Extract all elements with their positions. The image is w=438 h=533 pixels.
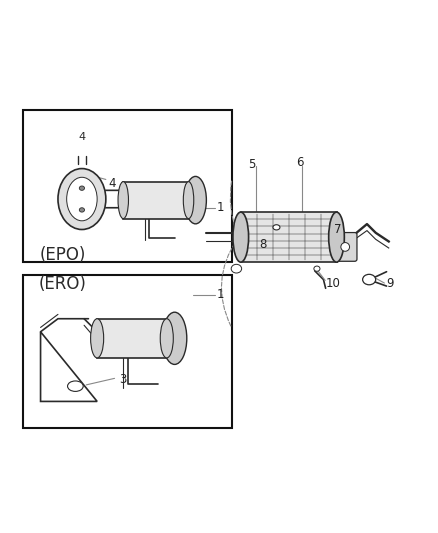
Ellipse shape: [67, 177, 97, 221]
Text: 6: 6: [296, 156, 303, 168]
Ellipse shape: [79, 208, 85, 212]
Ellipse shape: [273, 225, 280, 230]
Text: 1: 1: [217, 288, 224, 301]
Ellipse shape: [79, 186, 85, 190]
Ellipse shape: [328, 212, 344, 262]
Text: (ERO): (ERO): [39, 275, 86, 293]
Ellipse shape: [233, 212, 249, 262]
Ellipse shape: [91, 319, 104, 358]
Ellipse shape: [160, 319, 173, 358]
Text: 7: 7: [334, 223, 342, 236]
Text: 4: 4: [78, 133, 85, 142]
Bar: [97, 319, 167, 358]
Text: 4: 4: [108, 177, 116, 190]
Bar: [123, 182, 188, 219]
Ellipse shape: [314, 266, 320, 271]
Ellipse shape: [341, 243, 350, 251]
Ellipse shape: [58, 168, 106, 230]
Text: 10: 10: [325, 277, 340, 290]
Bar: [241, 212, 336, 262]
Ellipse shape: [363, 274, 376, 285]
FancyBboxPatch shape: [333, 232, 357, 261]
Ellipse shape: [162, 312, 187, 365]
Text: (EPO): (EPO): [39, 246, 85, 264]
Text: 8: 8: [259, 238, 267, 251]
Ellipse shape: [118, 182, 128, 219]
Ellipse shape: [185, 176, 206, 224]
Text: 3: 3: [119, 373, 126, 386]
Text: 5: 5: [248, 158, 255, 171]
Ellipse shape: [231, 264, 242, 273]
Bar: [23, 275, 232, 427]
Text: 1: 1: [217, 201, 224, 214]
Ellipse shape: [184, 182, 194, 219]
Ellipse shape: [67, 381, 83, 391]
Bar: [23, 110, 232, 262]
Text: 9: 9: [387, 277, 394, 290]
